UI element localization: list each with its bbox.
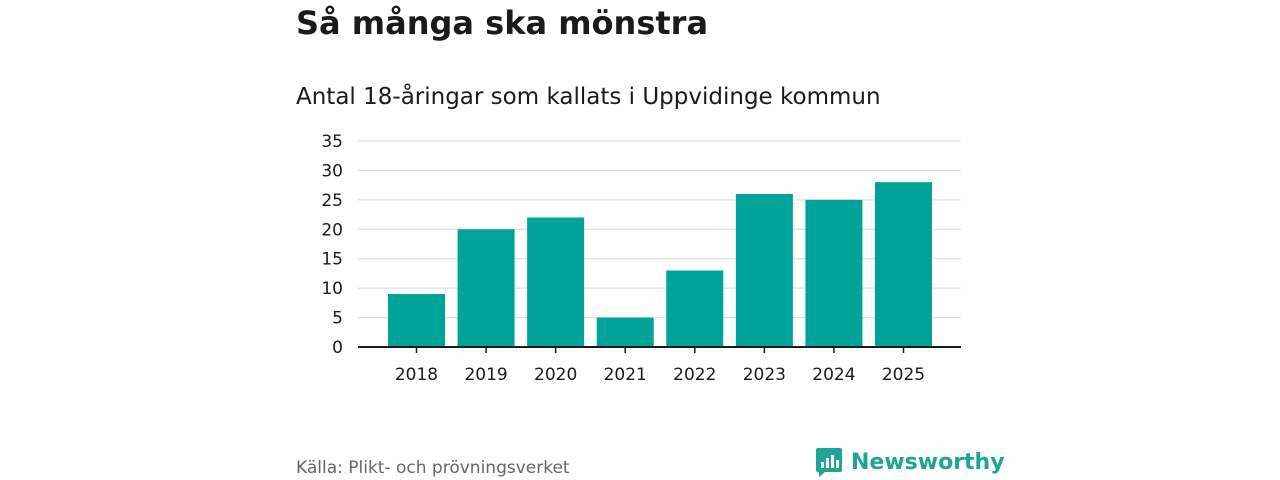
bar-2021 — [596, 317, 654, 347]
x-tick-label: 2018 — [395, 365, 438, 385]
bar-2024 — [805, 199, 863, 347]
y-tick-label: 35 — [321, 132, 343, 152]
x-tick-label: 2021 — [604, 365, 647, 385]
y-tick-label: 20 — [321, 220, 343, 240]
bar-2022 — [666, 270, 724, 347]
bars — [388, 182, 932, 347]
y-tick-label: 10 — [321, 279, 343, 299]
bar-2023 — [735, 193, 793, 347]
bar-2020 — [527, 217, 585, 347]
x-tick-label: 2022 — [673, 365, 716, 385]
x-tick-label: 2019 — [464, 365, 507, 385]
bar-2025 — [875, 182, 932, 347]
y-tick-label: 0 — [332, 338, 343, 358]
source-note: Källa: Plikt- och prövningsverket — [296, 458, 570, 478]
brand-name: Newsworthy — [851, 449, 1005, 475]
x-tick-label: 2023 — [743, 365, 786, 385]
y-tick-label: 30 — [321, 161, 343, 181]
y-tick-label: 5 — [332, 309, 343, 329]
chart-subtitle: Antal 18-åringar som kallats i Uppviding… — [296, 84, 881, 110]
chart-title: Så många ska mönstra — [296, 4, 709, 42]
y-tick-label: 25 — [321, 191, 343, 211]
x-tick-label: 2024 — [812, 365, 855, 385]
y-tick-label: 15 — [321, 250, 343, 270]
newsworthy-logo-icon — [816, 448, 842, 477]
gridlines — [358, 140, 961, 319]
bar-2018 — [388, 294, 445, 347]
brand-logo: Newsworthy — [815, 446, 1005, 478]
x-tick-label: 2025 — [882, 365, 925, 385]
x-tick-label: 2020 — [534, 365, 577, 385]
bar-2019 — [457, 229, 515, 347]
